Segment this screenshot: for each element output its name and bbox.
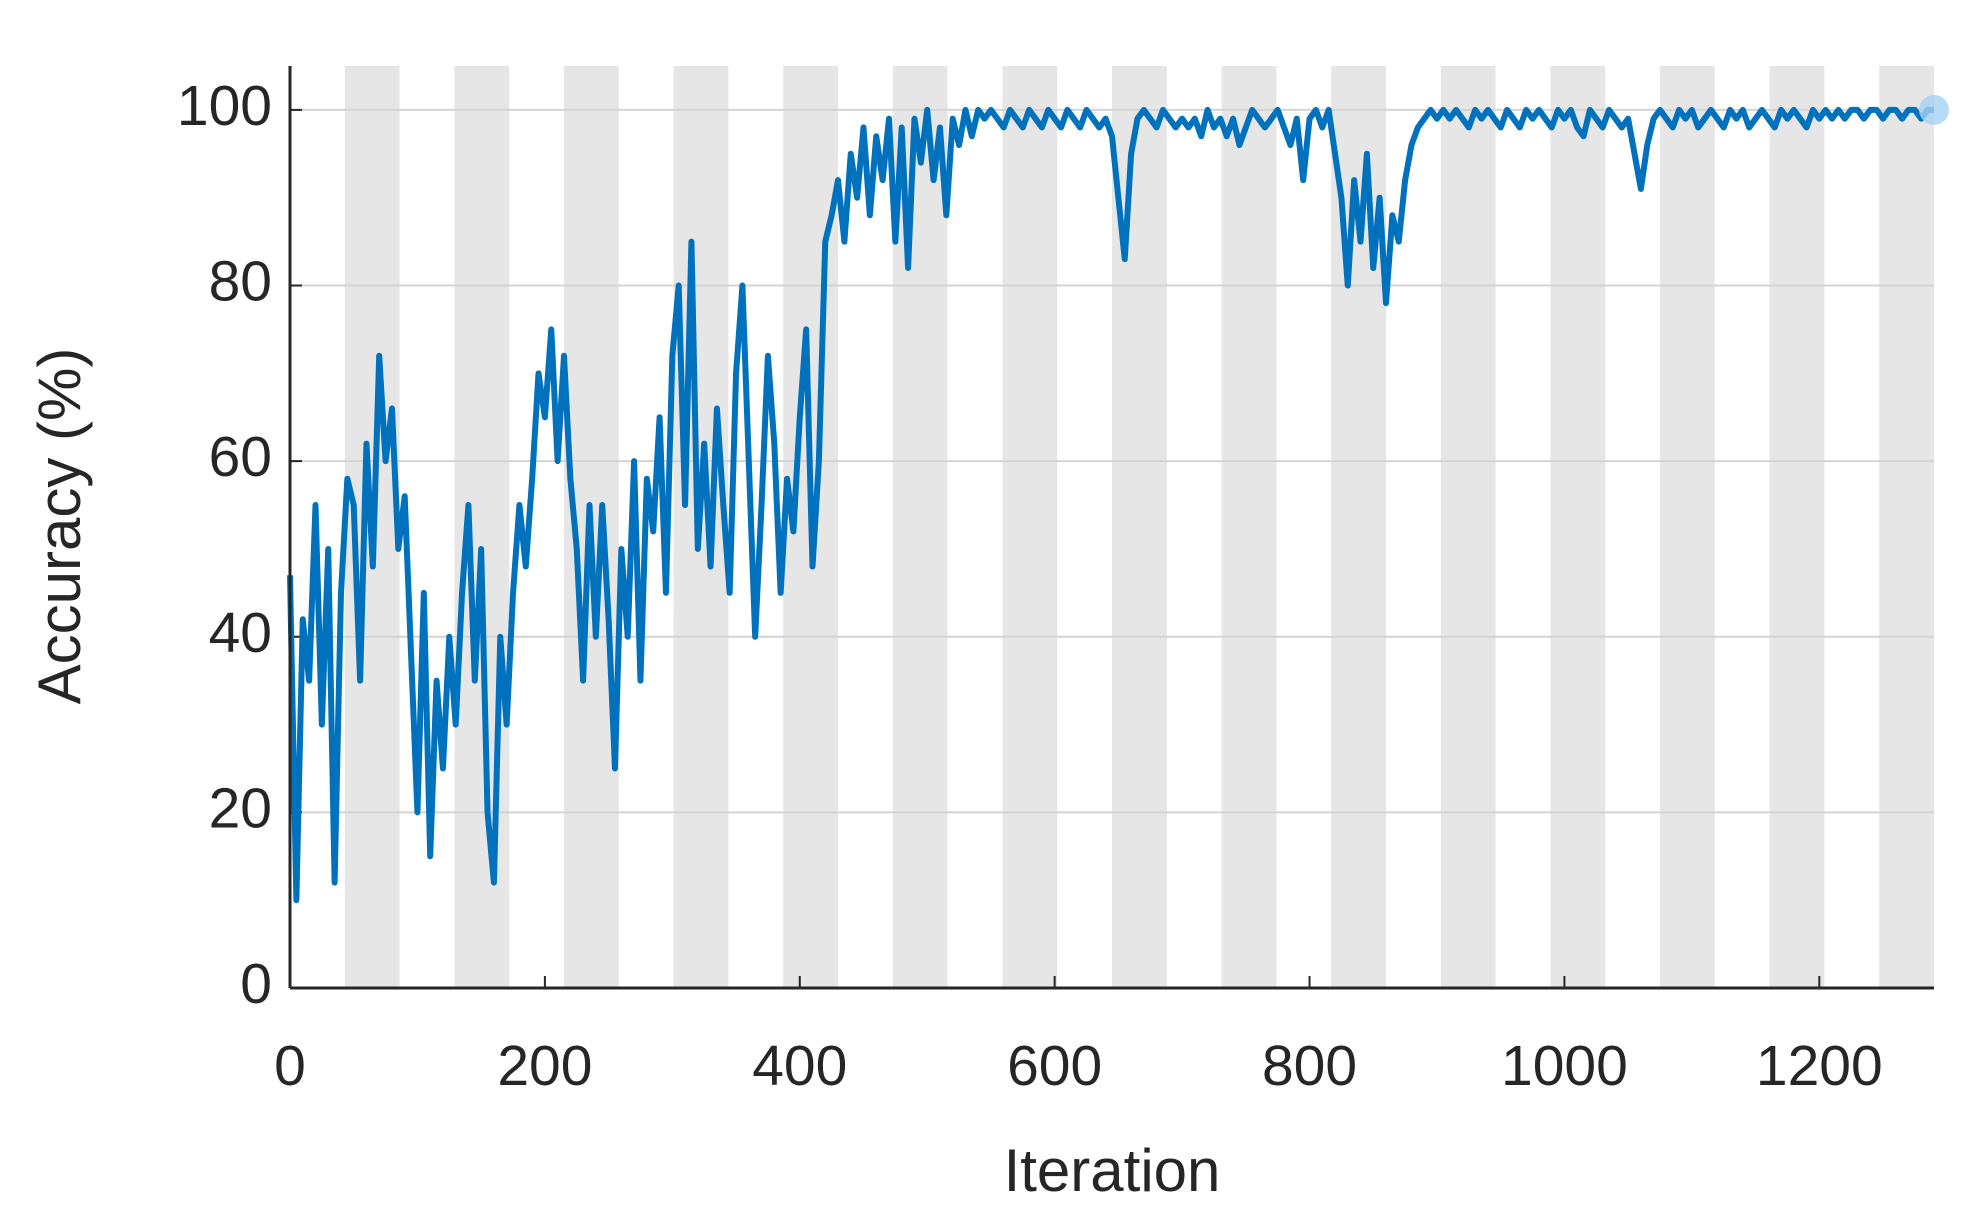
shaded-band (1660, 66, 1715, 988)
accuracy-line (287, 106, 1934, 904)
x-tick-label: 1000 (1501, 1034, 1628, 1098)
shaded-band (1002, 66, 1058, 988)
y-tick-label: 0 (240, 952, 272, 1016)
shaded-band (454, 66, 510, 988)
y-tick-label: 60 (209, 425, 272, 489)
x-tick-label: 400 (752, 1034, 847, 1098)
shaded-band (892, 66, 948, 988)
shaded-band (1440, 66, 1496, 988)
x-tick-label: 600 (1007, 1034, 1102, 1098)
y-tick-label: 40 (209, 601, 272, 665)
shaded-band (1221, 66, 1277, 988)
y-tick-label: 20 (209, 776, 272, 840)
final-point (1919, 94, 1949, 125)
shaded-band (1550, 66, 1606, 988)
y-tick-label: 100 (177, 74, 272, 138)
shaded-band (1769, 66, 1825, 988)
x-axis-label: Iteration (1004, 1137, 1221, 1204)
x-tick-label: 800 (1262, 1034, 1357, 1098)
y-axis-label: Accuracy (%) (26, 348, 93, 705)
x-tick-label: 1200 (1756, 1034, 1883, 1098)
x-tick-label: 200 (497, 1034, 592, 1098)
x-tick-label: 0 (274, 1034, 306, 1098)
y-tick-label: 80 (209, 250, 272, 314)
shaded-band (1879, 66, 1934, 988)
